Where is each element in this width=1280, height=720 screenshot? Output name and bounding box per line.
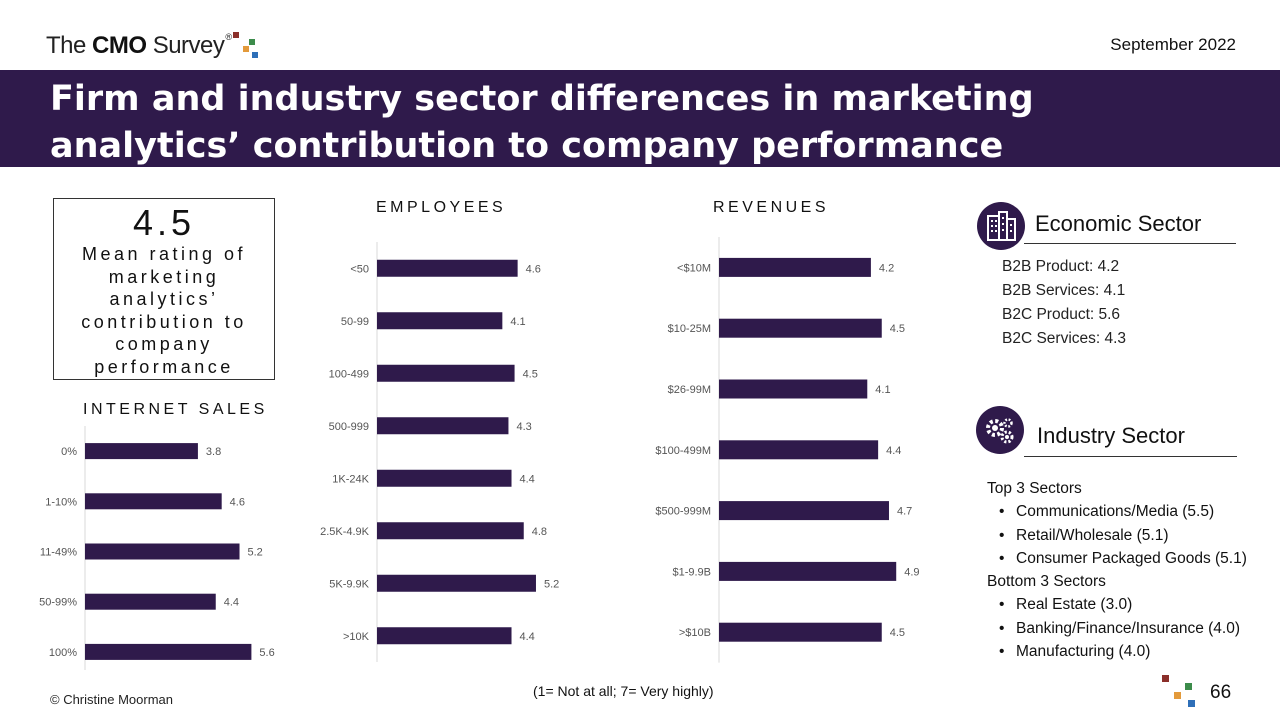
- bar: [377, 364, 515, 382]
- data-label: 4.5: [890, 627, 905, 639]
- category-label: 2.5K-4.9K: [320, 526, 370, 538]
- bar: [377, 522, 524, 540]
- bar: [85, 643, 252, 660]
- internet-sales-chart-title: INTERNET SALES: [83, 401, 268, 418]
- mean-rating-box: 4.5 Mean rating of marketing analytics’ …: [53, 198, 275, 380]
- bar: [85, 593, 216, 610]
- data-label: 4.4: [224, 597, 239, 609]
- mean-rating-description: Mean rating of marketing analytics’ cont…: [81, 244, 247, 377]
- data-label: 4.7: [897, 506, 912, 518]
- list-item: B2C Services: 4.3: [1002, 330, 1127, 347]
- bar: [377, 469, 512, 487]
- list-item: Retail/Wholesale (5.1): [999, 524, 1247, 548]
- data-label: 4.4: [520, 473, 535, 485]
- copyright: © Christine Moorman: [50, 692, 174, 707]
- list-item: Banking/Finance/Insurance (4.0): [999, 617, 1247, 641]
- data-label: 3.8: [206, 446, 221, 458]
- revenues-chart: <$10M 4.2 $10-25M 4.5 $26-99M 4.1 $100-499M 4.4…: [655, 237, 920, 663]
- list-item: Communications/Media (5.5): [999, 500, 1247, 524]
- buildings-icon: [977, 202, 1025, 250]
- bottom-sectors-heading: Bottom 3 Sectors: [987, 573, 1106, 591]
- data-label: 4.5: [890, 323, 905, 335]
- top-sectors-heading: Top 3 Sectors: [987, 480, 1082, 497]
- category-label: 50-99: [341, 316, 369, 328]
- category-label: 0%: [61, 446, 77, 458]
- list-item: Manufacturing (4.0): [999, 640, 1247, 664]
- category-label: >$10B: [679, 627, 711, 639]
- category-label: $500-999M: [655, 506, 711, 518]
- economic-sector-list: B2B Product: 4.2 B2B Services: 4.1 B2C P…: [1002, 255, 1126, 351]
- category-label: <$10M: [677, 262, 711, 274]
- scale-note: (1= Not at all; 7= Very highly): [533, 683, 714, 699]
- data-label: 5.2: [248, 547, 263, 559]
- list-item: B2C Product: 5.6: [1002, 306, 1121, 323]
- data-label: 4.4: [520, 631, 535, 643]
- bar: [719, 257, 871, 277]
- data-label: 4.5: [523, 368, 538, 380]
- list-item: B2B Services: 4.1: [1002, 282, 1126, 299]
- list-item: B2B Product: 4.2: [1002, 258, 1120, 275]
- employees-chart-title: EMPLOYEES: [376, 199, 507, 216]
- category-label: $26-99M: [668, 384, 711, 396]
- data-label: 4.1: [510, 316, 525, 328]
- category-label: $10-25M: [668, 323, 711, 335]
- data-label: 4.6: [526, 263, 541, 275]
- data-label: 4.2: [879, 262, 894, 274]
- category-label: 1K-24K: [332, 473, 369, 485]
- bar: [85, 493, 222, 510]
- report-date: September 2022: [1110, 35, 1236, 54]
- bar: [85, 443, 198, 460]
- category-label: 1-10%: [45, 496, 77, 508]
- category-label: $100-499M: [655, 445, 711, 457]
- bar: [377, 627, 512, 645]
- data-label: 4.4: [886, 445, 901, 457]
- economic-sector-title: Economic Sector: [1035, 211, 1202, 236]
- internet-sales-chart: 0% 3.8 1-10% 4.6 11-49% 5.2 50-99% 4.4 100% 5.6: [39, 426, 275, 670]
- category-label: 500-999: [329, 421, 369, 433]
- employees-chart: <50 4.6 50-99 4.1 100-499 4.5 500-999 4.3 1K-24K…: [320, 242, 559, 662]
- data-label: 4.9: [904, 566, 919, 578]
- logo-text: The CMO Survey®: [46, 32, 232, 59]
- data-label: 5.2: [544, 578, 559, 590]
- bar: [85, 543, 240, 560]
- economic-sector-divider: [1024, 243, 1236, 244]
- category-label: >10K: [343, 631, 370, 643]
- data-label: 5.6: [259, 647, 274, 659]
- list-item: Real Estate (3.0): [999, 593, 1247, 617]
- data-label: 4.3: [516, 421, 531, 433]
- revenues-chart-title: REVENUES: [713, 199, 830, 216]
- data-label: 4.8: [532, 526, 547, 538]
- category-label: <50: [350, 263, 369, 275]
- category-label: 100-499: [329, 368, 369, 380]
- bar: [719, 622, 882, 642]
- bar: [719, 561, 897, 581]
- page-title: Firm and industry sector differences in …: [50, 79, 1034, 166]
- title-banner: Firm and industry sector differences in …: [0, 70, 1280, 167]
- gears-icon: [976, 406, 1024, 454]
- mean-rating-value: 4.5: [132, 202, 196, 243]
- category-label: $1-9.9B: [672, 566, 711, 578]
- bar: [719, 318, 882, 338]
- page-number: 66: [1210, 682, 1232, 703]
- industry-sector-list: Top 3 Sectors Communications/Media (5.5)…: [987, 477, 1247, 664]
- bar: [719, 501, 889, 521]
- bar: [719, 379, 868, 399]
- bar: [377, 574, 536, 592]
- data-label: 4.6: [230, 496, 245, 508]
- data-label: 4.1: [875, 384, 890, 396]
- category-label: 50-99%: [39, 597, 77, 609]
- industry-sector-divider: [1024, 456, 1237, 457]
- category-label: 5K-9.9K: [329, 578, 369, 590]
- logo-squares-icon: [232, 32, 258, 58]
- bar: [377, 312, 503, 330]
- bar: [377, 259, 518, 277]
- category-label: 11-49%: [40, 547, 77, 559]
- bar: [719, 440, 879, 460]
- footer-logo-squares-icon: [1162, 675, 1195, 707]
- industry-sector-title: Industry Sector: [1037, 423, 1185, 448]
- bar: [377, 417, 509, 435]
- list-item: Consumer Packaged Goods (5.1): [999, 547, 1247, 571]
- cmo-survey-logo: The CMO Survey®: [46, 28, 264, 60]
- category-label: 100%: [49, 647, 77, 659]
